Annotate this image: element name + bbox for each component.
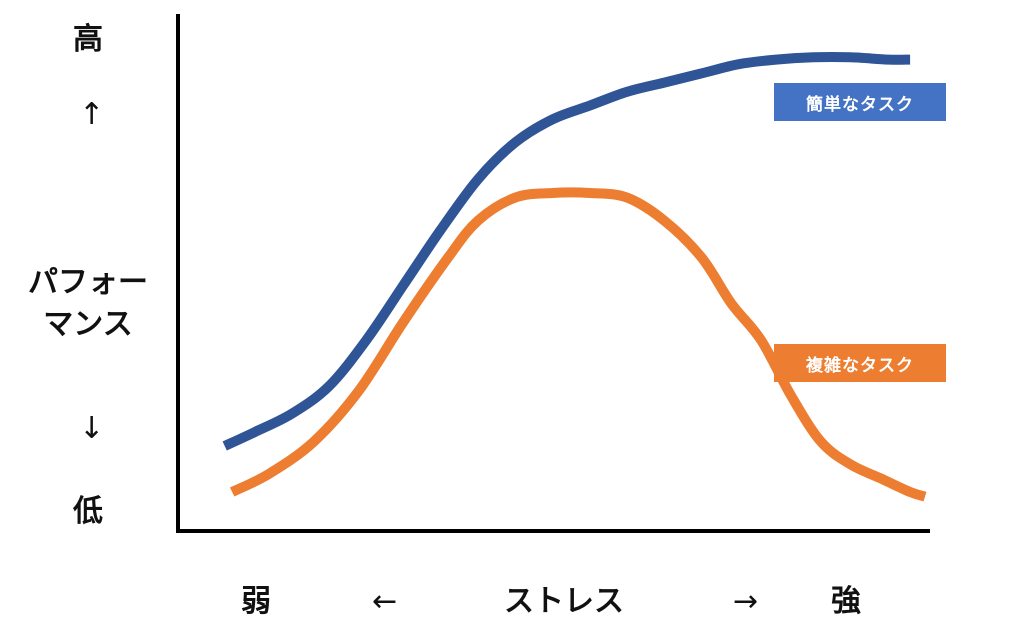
y-axis-top-label: 高 [73,22,103,57]
legend-simple-task: 簡単なタスク [774,83,946,121]
x-axis-left-arrow: ← [372,584,398,619]
x-axis-right-arrow: → [733,584,759,619]
y-axis-bottom-label: 低 [73,494,103,529]
y-axis-down-arrow: ↓ [79,411,105,446]
y-axis-title: パフォー マンス [28,265,148,342]
y-axis-up-arrow: ↑ [79,97,105,132]
x-axis-title: ストレス [504,584,624,619]
series-line-simple-task [222,52,911,451]
series-line-complex-task [229,187,927,502]
legend-complex-task: 複雑なタスク [774,344,946,382]
series-layer [222,52,927,502]
x-axis-left-label: 弱 [241,584,271,619]
x-axis-right-label: 強 [831,584,861,619]
